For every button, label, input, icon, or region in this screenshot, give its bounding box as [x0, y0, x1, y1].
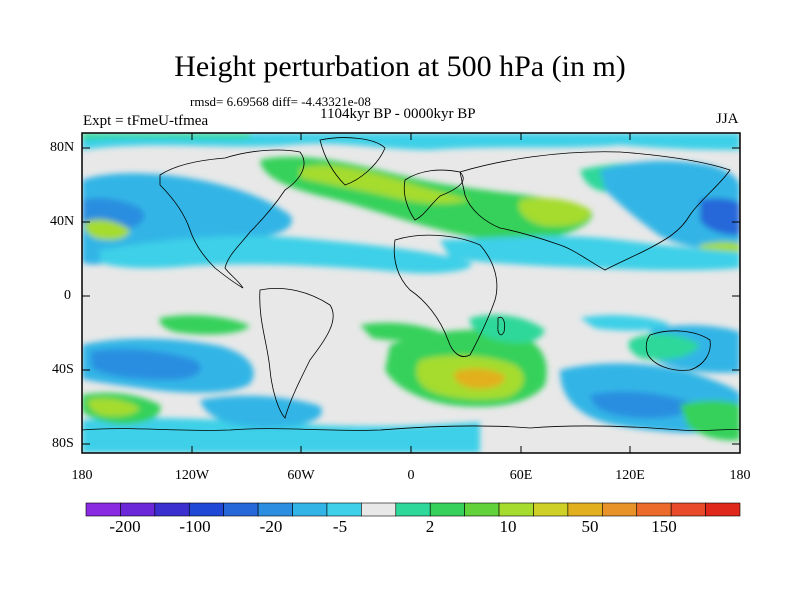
- colorbar-label: -5: [332, 517, 348, 536]
- colorbar-swatch: [533, 502, 569, 517]
- field-lime-atlantic: [300, 165, 470, 204]
- field-lime-southern-pacific: [87, 398, 140, 417]
- colorbar-label: 2: [425, 517, 435, 536]
- colorbar-swatch: [395, 502, 431, 517]
- field-orange-south-atlantic: [454, 368, 505, 389]
- colorbar-swatch: [85, 502, 121, 517]
- colorbar-swatch: [464, 502, 500, 517]
- coast-antarctica: [82, 425, 740, 431]
- colorbar-swatch: [429, 502, 465, 517]
- lat-label-40s: 40S: [52, 362, 74, 377]
- field-blue-na: [82, 173, 292, 265]
- chart-title: Height perturbation at 500 hPa (in m): [174, 50, 626, 83]
- colorbar-swatch: [257, 502, 293, 517]
- coast-south-america: [259, 287, 334, 419]
- colorbar-swatch: [498, 502, 534, 517]
- field-cyan-tropics: [580, 315, 670, 331]
- lat-label-0: 0: [64, 288, 71, 303]
- field-darkblue-indian-ocean: [590, 391, 692, 419]
- colorbar-swatch: [705, 502, 741, 517]
- stats-text: rmsd= 6.69568 diff= -4.43321e-08: [190, 94, 371, 109]
- colorbar-label: 150: [651, 517, 677, 536]
- field-cyan-southern-band: [82, 417, 480, 453]
- coast-europe: [403, 169, 464, 221]
- coast-africa: [393, 234, 498, 357]
- lat-label-80s: 80S: [52, 436, 74, 451]
- field-darkblue-south-pacific: [90, 349, 201, 380]
- coast-asia: [459, 151, 731, 271]
- coast-greenland: [319, 137, 386, 186]
- coastlines: [82, 137, 740, 431]
- lon-label-60e: 60E: [509, 468, 533, 483]
- colorbar-swatch: [361, 502, 397, 517]
- colorbar-label: -20: [259, 517, 283, 536]
- colorbar-label: -200: [109, 517, 141, 536]
- colorbar-swatch: [292, 502, 328, 517]
- lat-label-40n: 40N: [50, 214, 75, 229]
- field-darkblue-siberia: [700, 198, 740, 236]
- colorbar-swatch: [636, 502, 672, 517]
- coast-australia: [645, 330, 711, 371]
- colorbar-label: 10: [499, 517, 517, 536]
- field-cyan-na-south: [100, 235, 472, 274]
- axis-ticks: [81, 133, 741, 453]
- lat-label-80n: 80N: [50, 140, 75, 155]
- colorbar-swatch: [154, 502, 190, 517]
- lon-label-120w: 120W: [174, 468, 210, 483]
- field-green-tropics-1: [159, 315, 250, 335]
- field-lime-asia: [518, 198, 591, 227]
- period-text: 1104kyr BP - 0000kyr BP: [320, 106, 476, 122]
- colorbar-label: -100: [179, 517, 211, 536]
- coast-north-america: [159, 149, 305, 289]
- field-blue-siberia: [600, 160, 740, 251]
- field-lime-east-pacific: [84, 219, 130, 240]
- colorbar-swatch: [223, 502, 259, 517]
- field-cyan-asia-band: [440, 235, 740, 271]
- colorbar-swatch: [670, 502, 706, 517]
- lon-label-120e: 120E: [615, 468, 645, 483]
- colorbar-swatch: [602, 502, 638, 517]
- lon-label-0: 0: [407, 468, 415, 483]
- lon-label-180w: 180: [71, 468, 93, 483]
- coast-madagascar: [497, 316, 506, 336]
- lon-label-180e: 180: [729, 468, 751, 483]
- colorbar-swatch: [567, 502, 603, 517]
- field-teal-australia: [628, 333, 700, 360]
- colorbar-label: 50: [581, 517, 599, 536]
- field-teal-south-atlantic: [469, 314, 545, 343]
- contour-fields: [82, 133, 740, 453]
- colorbar-swatch: [326, 502, 362, 517]
- field-teal-north: [82, 133, 250, 140]
- colorbar-swatch: [188, 502, 224, 517]
- field-blue-antarctic-pacific: [200, 395, 322, 428]
- colorbar: [85, 502, 741, 517]
- season-label: JJA: [716, 111, 739, 127]
- colorbar-swatch: [120, 502, 156, 517]
- lon-label-60w: 60W: [287, 468, 315, 483]
- experiment-label: Expt = tFmeU-tfmea: [83, 113, 209, 129]
